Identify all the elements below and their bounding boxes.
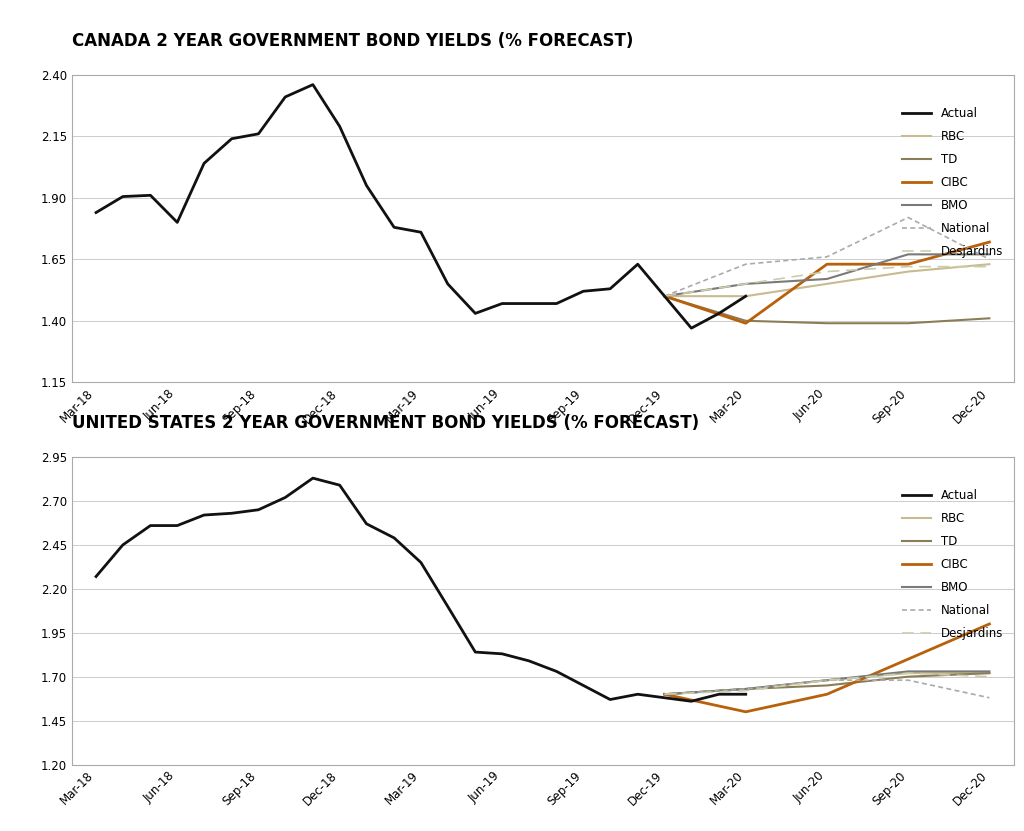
Legend: Actual, RBC, TD, CIBC, BMO, National, Desjardins: Actual, RBC, TD, CIBC, BMO, National, De… <box>897 102 1008 263</box>
Legend: Actual, RBC, TD, CIBC, BMO, National, Desjardins: Actual, RBC, TD, CIBC, BMO, National, De… <box>897 484 1008 645</box>
Text: CANADA 2 YEAR GOVERNMENT BOND YIELDS (% FORECAST): CANADA 2 YEAR GOVERNMENT BOND YIELDS (% … <box>72 32 633 50</box>
Text: UNITED STATES 2 YEAR GOVERNMENT BOND YIELDS (% FORECAST): UNITED STATES 2 YEAR GOVERNMENT BOND YIE… <box>72 415 698 432</box>
